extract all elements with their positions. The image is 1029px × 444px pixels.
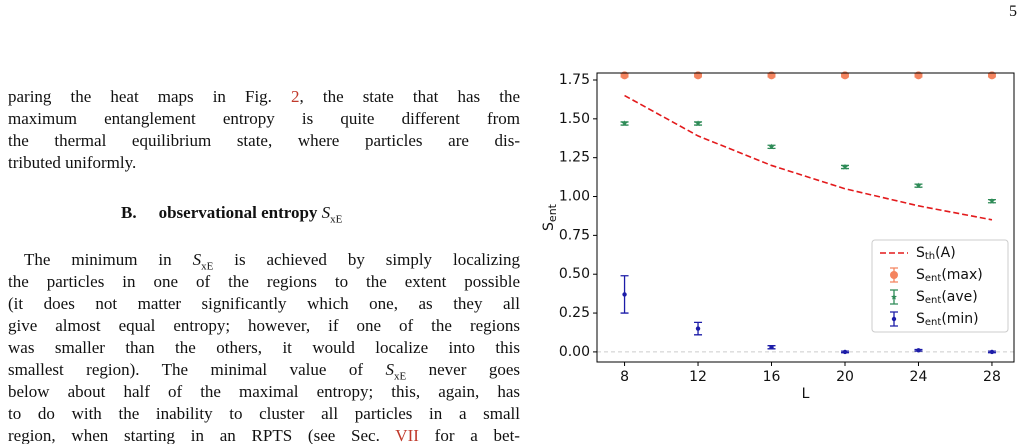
text-line: paring the heat maps in Fig. 2, the stat… (8, 86, 520, 108)
x-tick-label: 24 (910, 369, 928, 385)
x-tick-label: 12 (689, 369, 707, 385)
legend-label-symbol: S (916, 267, 925, 283)
y-tick-label: 1.75 (559, 72, 590, 88)
plot-frame (596, 72, 1015, 363)
marker (841, 163, 849, 170)
y-tick-label: 0.50 (559, 266, 590, 282)
legend-box (871, 239, 1009, 333)
marker (915, 182, 922, 189)
marker (768, 143, 775, 150)
math-symbol: S (321, 203, 331, 222)
text-run: give almost equal entropy; however, if o… (8, 316, 520, 335)
y-tick-label: 1.25 (559, 150, 590, 166)
legend-label-rest: (ave) (941, 289, 977, 305)
text-run: is achieved by simply localizing (213, 250, 520, 269)
text-run: , the state that has the (299, 87, 520, 106)
text-line: give almost equal entropy; however, if o… (8, 315, 520, 337)
text-run: The minimum in (24, 250, 193, 269)
math-subscript: xE (330, 213, 343, 226)
section-heading: B. observational entropy SxE (121, 202, 342, 230)
text-run: the particles in one of the regions to t… (8, 272, 520, 291)
legend-label: Sent(ave) (916, 289, 978, 306)
math: SxE (192, 250, 214, 273)
marker (622, 292, 627, 297)
math-subscript: xE (201, 260, 214, 273)
marker (769, 345, 774, 350)
legend-label-rest: (A) (935, 245, 956, 261)
text-run: for a bet- (418, 426, 520, 444)
y-tick-label: 1.00 (559, 189, 590, 205)
y-tick-label: 0.00 (559, 344, 590, 360)
text-run: region, when starting in an RPTS (see Se… (8, 426, 396, 444)
text-run: maximum entanglement entropy is quite di… (8, 109, 520, 128)
math: SxE (385, 360, 407, 383)
text-line: below about half of the maximal entropy;… (8, 381, 520, 403)
legend-label-sub: ent (925, 317, 941, 328)
reference-link: VII (395, 426, 419, 444)
text-run: the thermal equilibrium state, where par… (8, 131, 520, 150)
y-tick-label: 0.25 (559, 305, 590, 321)
text-line: smallest region). The minimal value of S… (8, 359, 520, 383)
legend-label-rest: (max) (941, 267, 982, 283)
text-line: The minimum in SxE is achieved by simply… (8, 249, 520, 273)
legend-label-sub: th (925, 251, 935, 262)
text-run: never goes (406, 360, 520, 379)
text-run: was smaller than the others, it would lo… (8, 338, 520, 357)
text-line: the thermal equilibrium state, where par… (8, 130, 520, 152)
text-line: (it does not matter significantly which … (8, 293, 520, 315)
y-tick-label: 1.50 (559, 111, 590, 127)
marker (891, 316, 897, 322)
legend-label: Sent(min) (916, 311, 979, 328)
legend-label-sub: ent (925, 273, 941, 284)
legend-label-rest: (min) (941, 311, 978, 327)
x-tick-label: 20 (836, 369, 854, 385)
y-axis-label-sub: ent (546, 203, 559, 222)
math-symbol: S (385, 360, 394, 379)
reference-link: 2 (291, 87, 300, 106)
marker (916, 348, 921, 353)
x-axis-label: L (802, 386, 810, 402)
text-line: region, when starting in an RPTS (see Se… (8, 425, 520, 444)
text-run: smallest region). The minimal value of (8, 360, 386, 379)
section-number: B. (121, 203, 137, 222)
marker (890, 293, 898, 300)
marker (694, 120, 702, 127)
text-run: (it does not matter significantly which … (8, 294, 520, 313)
marker (621, 120, 628, 127)
legend-label: Sth(A) (916, 245, 956, 262)
legend-label-symbol: S (916, 289, 925, 305)
math-symbol: S (192, 250, 202, 269)
math-subscript: xE (393, 370, 407, 383)
legend-label-sub: ent (925, 295, 941, 306)
text-line: maximum entanglement entropy is quite di… (8, 108, 520, 130)
math: SxE (321, 203, 343, 226)
text-run: tributed uniformly. (8, 153, 137, 172)
text-line: was smaller than the others, it would lo… (8, 337, 520, 359)
marker (842, 349, 848, 355)
y-axis-label: Sent (541, 203, 559, 231)
marker (890, 271, 898, 279)
page-number: 5 (1009, 3, 1017, 20)
section-title: observational entropy (158, 203, 322, 222)
text-line: the particles in one of the regions to t… (8, 271, 520, 293)
y-tick-label: 0.75 (559, 227, 590, 243)
text-run: below about half of the maximal entropy;… (8, 382, 520, 401)
line (624, 94, 993, 221)
x-tick-label: 16 (763, 369, 781, 385)
text-line: tributed uniformly. (8, 152, 520, 174)
x-tick-label: 28 (983, 369, 1001, 385)
y-axis-label-symbol: S (541, 222, 557, 231)
text-line: to do with the inability to cluster all … (8, 403, 520, 425)
legend-label-symbol: S (916, 311, 925, 327)
legend-label: Sent(max) (916, 267, 983, 284)
marker (695, 326, 701, 331)
marker (989, 349, 995, 355)
x-tick-label: 8 (620, 369, 629, 385)
text-run: paring the heat maps in Fig. (8, 87, 292, 106)
marker (988, 197, 995, 204)
legend-label-symbol: S (916, 245, 925, 261)
text-run: to do with the inability to cluster all … (8, 404, 520, 423)
